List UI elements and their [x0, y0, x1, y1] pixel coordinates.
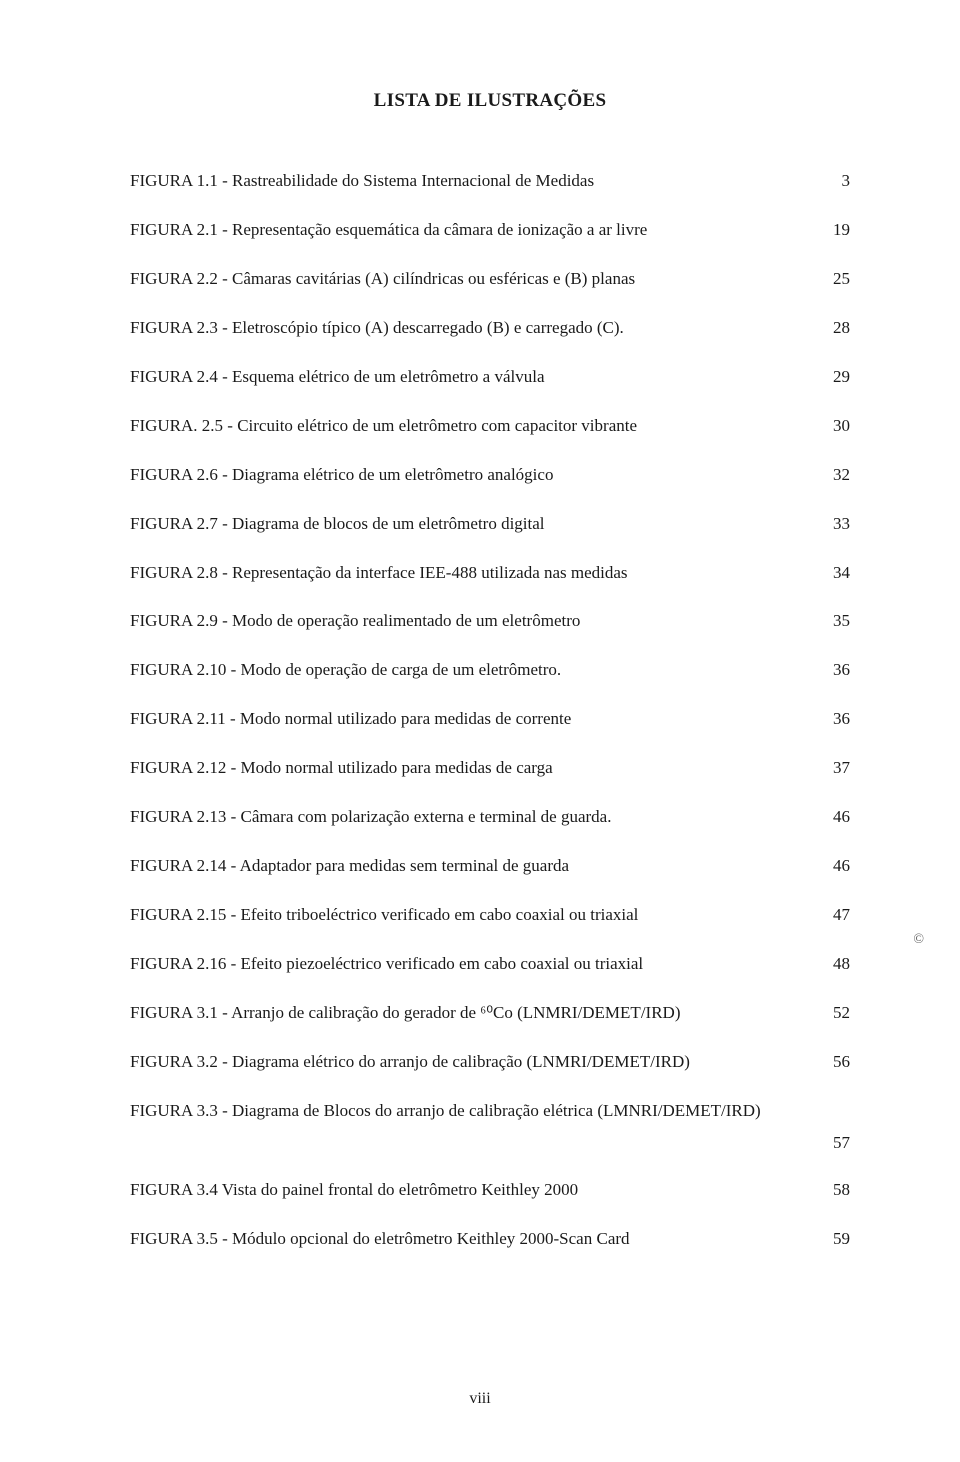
entry-page: 29 [810, 366, 850, 389]
illustrations-list: FIGURA 1.1 - Rastreabilidade do Sistema … [130, 170, 850, 1251]
entry-label: FIGURA 2.3 - Eletroscópio típico (A) des… [130, 317, 810, 340]
list-entry: FIGURA 2.6 - Diagrama elétrico de um ele… [130, 464, 850, 487]
entry-page: 36 [810, 708, 850, 731]
list-entry: FIGURA 2.7 - Diagrama de blocos de um el… [130, 513, 850, 536]
entry-label: FIGURA 2.2 - Câmaras cavitárias (A) cilí… [130, 268, 810, 291]
entry-label: FIGURA 2.13 - Câmara com polarização ext… [130, 806, 810, 829]
entry-page: 34 [810, 562, 850, 585]
entry-page: 46 [810, 806, 850, 829]
list-entry: FIGURA 3.1 - Arranjo de calibração do ge… [130, 1002, 850, 1025]
list-entry: FIGURA 1.1 - Rastreabilidade do Sistema … [130, 170, 850, 193]
list-entry: FIGURA 2.12 - Modo normal utilizado para… [130, 757, 850, 780]
list-entry: FIGURA 2.10 - Modo de operação de carga … [130, 659, 850, 682]
entry-page: 52 [810, 1002, 850, 1025]
list-entry: FIGURA 2.14 - Adaptador para medidas sem… [130, 855, 850, 878]
entry-label: FIGURA 3.5 - Módulo opcional do eletrôme… [130, 1228, 810, 1251]
entry-label: FIGURA 2.6 - Diagrama elétrico de um ele… [130, 464, 810, 487]
list-entry: FIGURA 2.11 - Modo normal utilizado para… [130, 708, 850, 731]
list-entry: FIGURA 3.4 Vista do painel frontal do el… [130, 1179, 850, 1202]
entry-label: FIGURA 2.1 - Representação esquemática d… [130, 219, 810, 242]
entry-label: FIGURA 1.1 - Rastreabilidade do Sistema … [130, 170, 810, 193]
list-entry: FIGURA 3.2 - Diagrama elétrico do arranj… [130, 1051, 850, 1074]
entry-label: FIGURA 3.1 - Arranjo de calibração do ge… [130, 1002, 810, 1025]
page-content: LISTA DE ILUSTRAÇÕES FIGURA 1.1 - Rastre… [0, 0, 960, 1337]
entry-page: 28 [810, 317, 850, 340]
entry-page: 3 [810, 170, 850, 193]
list-entry: FIGURA 2.15 - Efeito triboeléctrico veri… [130, 904, 850, 927]
entry-page: 37 [810, 757, 850, 780]
entry-page: 25 [810, 268, 850, 291]
list-entry: FIGURA 2.2 - Câmaras cavitárias (A) cilí… [130, 268, 850, 291]
list-entry: FIGURA 2.9 - Modo de operação realimenta… [130, 610, 850, 633]
margin-mark: © [913, 932, 924, 948]
entry-label: FIGURA 3.2 - Diagrama elétrico do arranj… [130, 1051, 810, 1074]
list-entry-wrapped-page: 57 [130, 1133, 850, 1153]
entry-page: 36 [810, 659, 850, 682]
entry-page: 48 [810, 953, 850, 976]
entry-page: 59 [810, 1228, 850, 1251]
entry-label: FIGURA 2.9 - Modo de operação realimenta… [130, 610, 810, 633]
entry-page: 35 [810, 610, 850, 633]
entry-page: 58 [810, 1179, 850, 1202]
entry-page: 19 [810, 219, 850, 242]
list-entry: FIGURA 2.1 - Representação esquemática d… [130, 219, 850, 242]
entry-label: FIGURA 2.4 - Esquema elétrico de um elet… [130, 366, 810, 389]
list-entry: FIGURA. 2.5 - Circuito elétrico de um el… [130, 415, 850, 438]
entry-label: FIGURA. 2.5 - Circuito elétrico de um el… [130, 415, 810, 438]
entry-page: 32 [810, 464, 850, 487]
entry-page: 33 [810, 513, 850, 536]
page-number: viii [0, 1390, 960, 1408]
entry-label: FIGURA 2.8 - Representação da interface … [130, 562, 810, 585]
entry-page: 47 [810, 904, 850, 927]
entry-page: 56 [810, 1051, 850, 1074]
entry-label: FIGURA 2.12 - Modo normal utilizado para… [130, 757, 810, 780]
entry-label: FIGURA 2.7 - Diagrama de blocos de um el… [130, 513, 810, 536]
list-entry: FIGURA 2.16 - Efeito piezoeléctrico veri… [130, 953, 850, 976]
entry-label: FIGURA 2.15 - Efeito triboeléctrico veri… [130, 904, 810, 927]
list-entry: FIGURA 3.5 - Módulo opcional do eletrôme… [130, 1228, 850, 1251]
entry-label: FIGURA 2.16 - Efeito piezoeléctrico veri… [130, 953, 810, 976]
entry-label: FIGURA 3.4 Vista do painel frontal do el… [130, 1179, 810, 1202]
entry-label: FIGURA 2.11 - Modo normal utilizado para… [130, 708, 810, 731]
list-entry: FIGURA 2.4 - Esquema elétrico de um elet… [130, 366, 850, 389]
page-title: LISTA DE ILUSTRAÇÕES [130, 90, 850, 112]
entry-page: 57 [810, 1133, 850, 1153]
entry-page: 30 [810, 415, 850, 438]
list-entry: FIGURA 2.3 - Eletroscópio típico (A) des… [130, 317, 850, 340]
list-entry: FIGURA 2.13 - Câmara com polarização ext… [130, 806, 850, 829]
entry-label: FIGURA 2.10 - Modo de operação de carga … [130, 659, 810, 682]
list-entry: FIGURA 2.8 - Representação da interface … [130, 562, 850, 585]
entry-label: FIGURA 2.14 - Adaptador para medidas sem… [130, 855, 810, 878]
entry-page: 46 [810, 855, 850, 878]
list-entry-wrapped-label: FIGURA 3.3 - Diagrama de Blocos do arran… [130, 1100, 850, 1123]
